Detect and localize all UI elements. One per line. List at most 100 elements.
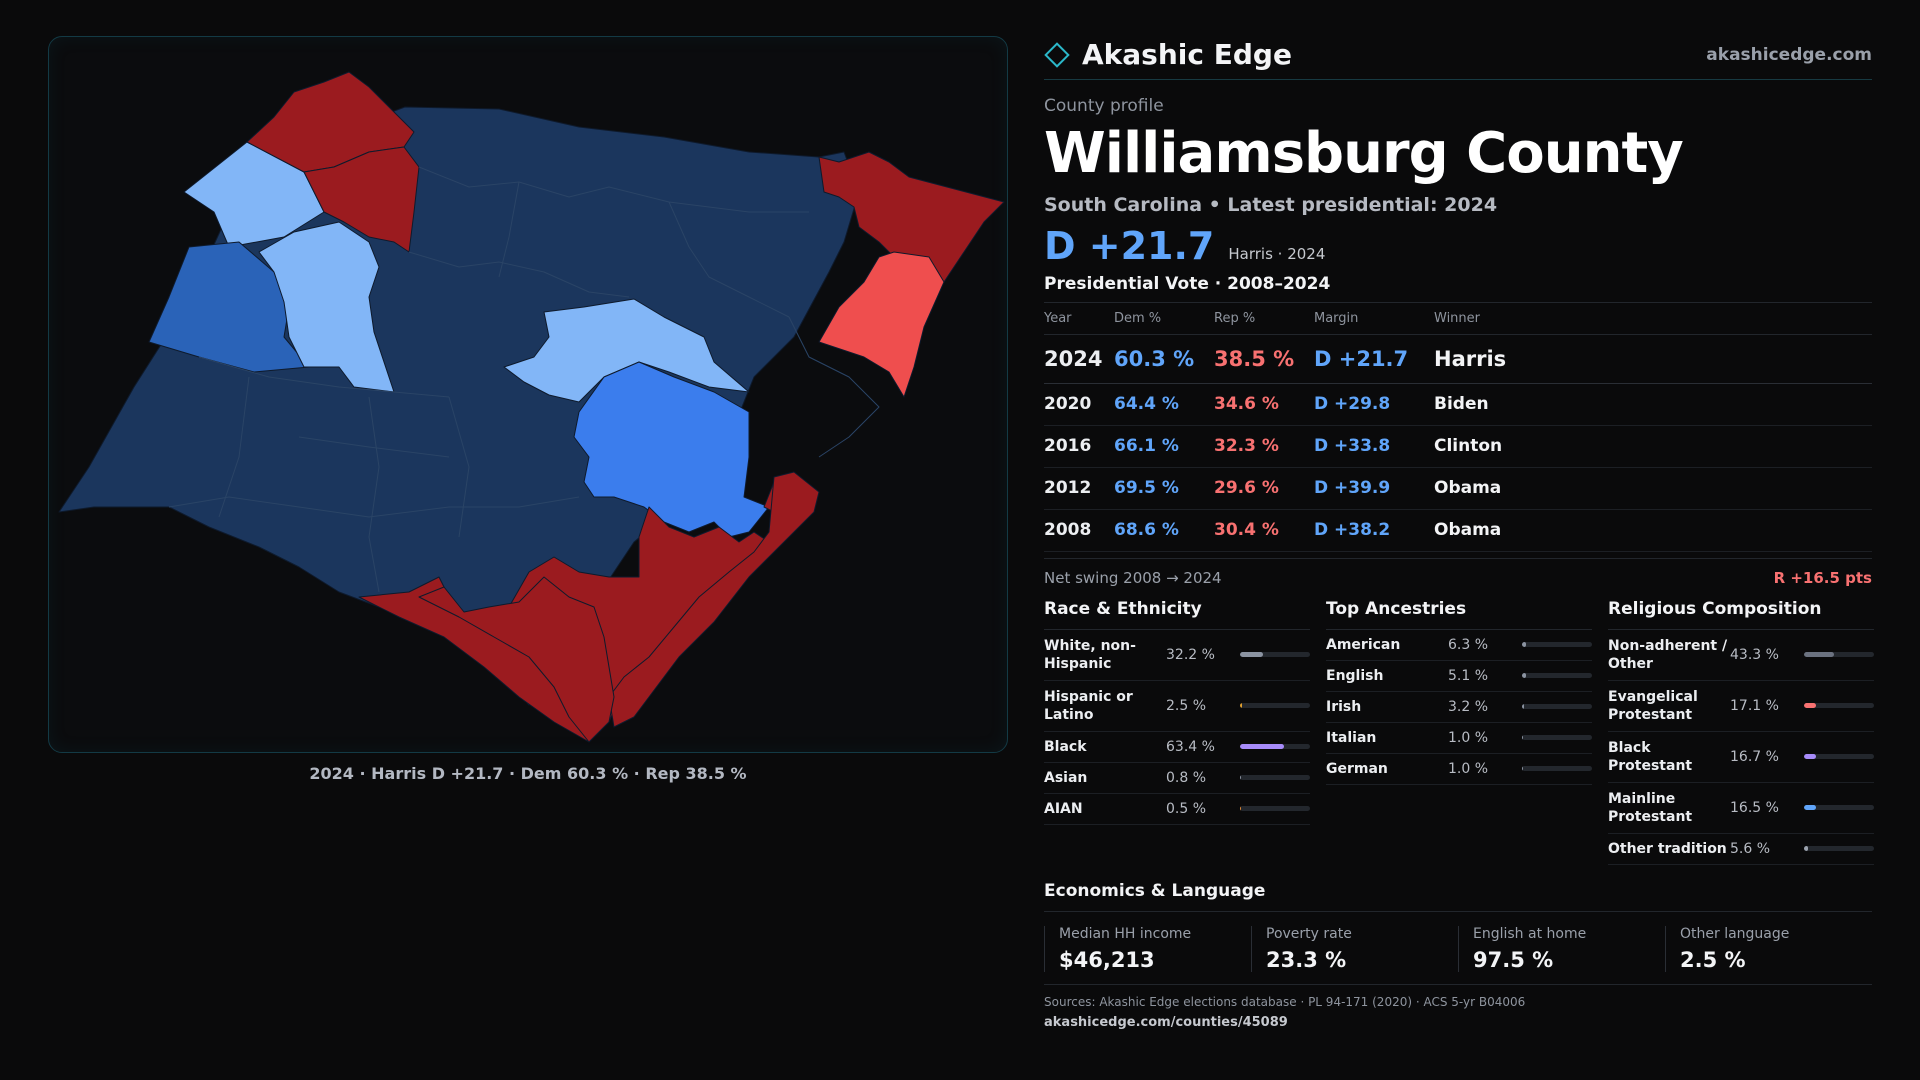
stat-label: White, non-Hispanic (1044, 637, 1136, 672)
cell-year: 2024 (1044, 334, 1114, 384)
stat-bar-fill (1240, 744, 1285, 749)
list-item: Black Protestant 16.7 % (1608, 732, 1874, 783)
presidential-vote-title: Presidential Vote · 2008–2024 (1044, 274, 1872, 303)
map-region-center-medium[interactable] (573, 361, 770, 538)
cell-margin: D +21.7 (1314, 334, 1434, 384)
cell-dem: 69.5 % (1114, 467, 1214, 510)
stat-bar-fill (1240, 806, 1242, 811)
stat-bar (1522, 642, 1592, 647)
stat-bar (1804, 846, 1874, 851)
econ-value: 23.3 % (1266, 947, 1347, 972)
econ-stat-english-at-home: English at home 97.5 % (1458, 925, 1665, 972)
stat-bar-fill (1522, 735, 1524, 740)
cell-dem: 64.4 % (1114, 383, 1214, 426)
list-item: Black 63.4 % (1044, 732, 1310, 763)
stat-label: Other tradition (1608, 840, 1727, 857)
top-ancestries-title: Top Ancestries (1326, 599, 1592, 630)
stat-bar (1240, 806, 1310, 811)
list-item: Asian 0.8 % (1044, 763, 1310, 794)
cell-winner: Obama (1434, 467, 1872, 510)
cell-rep: 30.4 % (1214, 509, 1314, 552)
econ-value: 97.5 % (1473, 947, 1554, 972)
stat-bar-fill (1522, 766, 1524, 771)
list-item: Irish 3.2 % (1326, 692, 1592, 723)
table-row[interactable]: 2012 69.5 % 29.6 % D +39.9 Obama (1044, 467, 1872, 510)
brand-header: Akashic Edge akashicedge.com (1044, 30, 1872, 80)
list-item: English 5.1 % (1326, 661, 1592, 692)
list-item: Other tradition 5.6 % (1608, 834, 1874, 865)
stat-value: 17.1 % (1730, 697, 1779, 714)
religious-composition-card: Religious Composition Non-adherent / Oth… (1608, 599, 1874, 865)
sources-text: Sources: Akashic Edge elections database… (1044, 994, 1526, 1009)
table-row[interactable]: 2024 60.3 % 38.5 % D +21.7 Harris (1044, 334, 1872, 384)
stat-bar-fill (1804, 754, 1816, 759)
cell-winner: Harris (1434, 334, 1872, 384)
stat-bar-fill (1240, 775, 1242, 780)
demographics-section: Race & Ethnicity White, non-Hispanic 32.… (1044, 599, 1874, 865)
list-item: AIAN 0.5 % (1044, 794, 1310, 825)
stat-value: 2.5 % (1166, 697, 1207, 714)
stat-bar-fill (1522, 642, 1527, 647)
brand[interactable]: Akashic Edge (1044, 38, 1292, 71)
econ-stat-poverty-rate: Poverty rate 23.3 % (1251, 925, 1458, 972)
table-row[interactable]: 2016 66.1 % 32.3 % D +33.8 Clinton (1044, 425, 1872, 468)
stat-label: German (1326, 760, 1388, 777)
net-swing-value: R +16.5 pts (1773, 568, 1872, 587)
list-item: Non-adherent / Other 43.3 % (1608, 630, 1874, 681)
econ-stat-other-language: Other language 2.5 % (1665, 925, 1872, 972)
map-region-central-light[interactable] (258, 221, 395, 393)
col-header-winner: Winner (1434, 303, 1872, 335)
headline-margin: D +21.7 (1044, 224, 1215, 268)
cell-dem: 60.3 % (1114, 334, 1214, 384)
cell-rep: 38.5 % (1214, 334, 1314, 384)
econ-label: Other language (1680, 925, 1790, 942)
map-region-north-red-2[interactable] (303, 146, 420, 253)
stat-value: 32.2 % (1166, 646, 1215, 663)
cell-winner: Obama (1434, 509, 1872, 552)
brand-url-link[interactable]: akashicedge.com (1706, 44, 1872, 65)
cell-dem: 68.6 % (1114, 509, 1214, 552)
econ-value: 2.5 % (1680, 947, 1746, 972)
stat-bar (1522, 673, 1592, 678)
source-url-link[interactable]: akashicedge.com/counties/45089 (1044, 1014, 1288, 1030)
map-region-southeast-red[interactable] (608, 471, 820, 728)
table-row[interactable]: 2008 68.6 % 30.4 % D +38.2 Obama (1044, 509, 1872, 552)
list-item: Italian 1.0 % (1326, 723, 1592, 754)
cell-year: 2020 (1044, 383, 1114, 426)
profile-panel: Akashic Edge akashicedge.com County prof… (1044, 30, 1874, 1030)
stat-label: Asian (1044, 769, 1088, 786)
list-item: White, non-Hispanic 32.2 % (1044, 630, 1310, 681)
stat-label: American (1326, 636, 1401, 653)
map-region-south-bay-red[interactable] (418, 576, 615, 743)
econ-value: $46,213 (1059, 947, 1155, 972)
stat-bar-fill (1804, 846, 1808, 851)
stat-value: 3.2 % (1448, 698, 1489, 715)
net-swing-row: Net swing 2008 → 2024 R +16.5 pts (1044, 557, 1872, 587)
economics-title: Economics & Language (1044, 881, 1872, 912)
stat-bar-fill (1804, 652, 1835, 657)
county-precinct-map[interactable] (49, 37, 1008, 753)
top-ancestries-card: Top Ancestries American 6.3 % English 5.… (1326, 599, 1592, 865)
cell-rep: 32.3 % (1214, 425, 1314, 468)
table-header-row: Year Dem % Rep % Margin Winner (1044, 303, 1872, 335)
col-header-year: Year (1044, 303, 1114, 335)
stat-value: 1.0 % (1448, 729, 1489, 746)
econ-label: English at home (1473, 925, 1587, 942)
stat-label: Hispanic or Latino (1044, 688, 1133, 723)
presidential-vote-table: Year Dem % Rep % Margin Winner 2024 60.3… (1044, 303, 1872, 552)
religious-composition-title: Religious Composition (1608, 599, 1874, 630)
cell-margin: D +38.2 (1314, 509, 1434, 552)
cell-dem: 66.1 % (1114, 425, 1214, 468)
stat-bar (1240, 775, 1310, 780)
stat-bar (1804, 703, 1874, 708)
econ-stat-median-income: Median HH income $46,213 (1044, 925, 1251, 972)
stat-value: 63.4 % (1166, 738, 1215, 755)
headline-margin-sub: Harris · 2024 (1228, 245, 1326, 263)
cell-year: 2012 (1044, 467, 1114, 510)
map-region-east-light-red[interactable] (818, 251, 945, 398)
stat-bar-fill (1240, 703, 1242, 708)
table-row[interactable]: 2020 64.4 % 34.6 % D +29.8 Biden (1044, 383, 1872, 426)
map-caption: 2024 · Harris D +21.7 · Dem 60.3 % · Rep… (309, 764, 747, 783)
stat-value: 6.3 % (1448, 636, 1489, 653)
brand-name: Akashic Edge (1082, 38, 1292, 71)
